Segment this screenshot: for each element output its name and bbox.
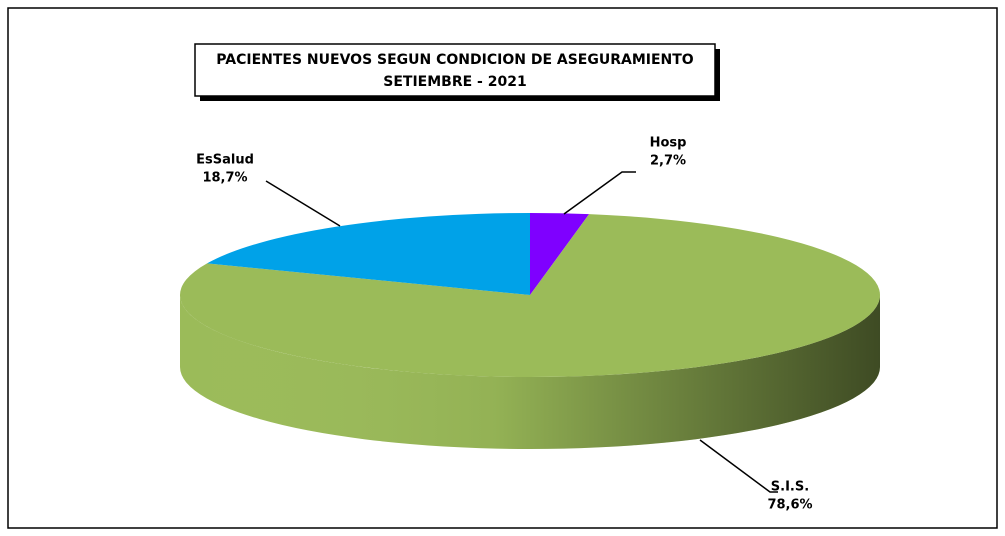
title-box [194,43,716,97]
leader-line [265,180,341,227]
slice [207,213,530,295]
pie: Hosp 2,7% S.I.S. 78,6% EsSalud 18,7% [180,136,881,513]
leader-line [563,171,636,215]
slice-value-label: 18,7% [202,171,247,186]
slice-value-label: 78,6% [767,498,812,513]
slice-label: EsSalud [196,153,254,168]
leader-line [699,439,778,493]
chart-subtitle: SETIEMBRE - 2021 [383,74,526,90]
slice-label: S.I.S. [771,480,809,495]
slice [180,214,881,377]
slice-side-shade [180,295,880,449]
slice [530,213,590,295]
slice-value-label: 2,7% [650,154,686,169]
chart-title: PACIENTES NUEVOS SEGUN CONDICION DE ASEG… [216,52,694,68]
slice-label: Hosp [650,136,687,151]
